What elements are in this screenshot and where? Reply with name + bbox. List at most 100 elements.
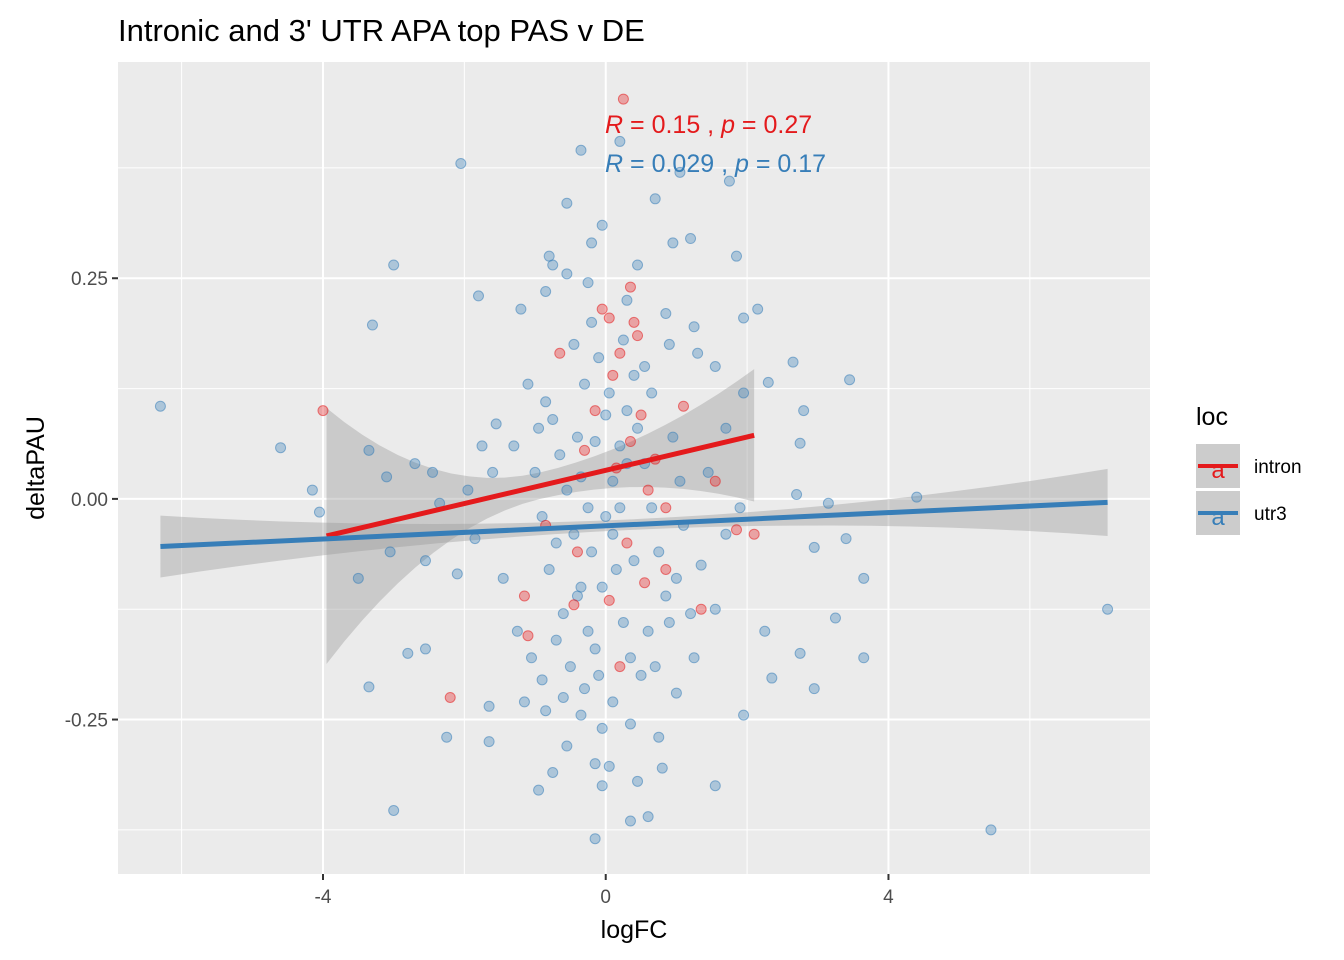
data-point-utr3 [985,824,997,836]
data-point-utr3 [646,387,658,399]
legend-entry-utr3: a utr3 [1196,491,1287,535]
data-point-utr3 [589,436,601,448]
data-point-utr3 [550,634,562,646]
data-point-intron [607,369,619,381]
x-axis-title: logFC [601,916,668,944]
data-point-utr3 [561,197,573,209]
data-point-utr3 [306,484,318,496]
data-point-utr3 [557,608,569,620]
y-tick-label: -0.25 [65,711,108,732]
data-point-utr3 [582,625,594,637]
data-point-utr3 [603,387,615,399]
data-point-utr3 [794,647,806,659]
data-point-utr3 [911,491,923,503]
data-point-utr3 [607,528,619,540]
y-axis: -0.25 0.00 0.25 [65,269,118,732]
data-point-utr3 [561,740,573,752]
data-point-utr3 [614,502,626,514]
data-point-utr3 [642,811,654,823]
data-point-utr3 [822,497,834,509]
data-point-utr3 [653,546,665,558]
data-point-utr3 [490,418,502,430]
data-point-utr3 [568,528,580,540]
data-point-utr3 [685,608,697,620]
data-point-utr3 [709,780,721,792]
data-point-utr3 [419,555,431,567]
data-point-utr3 [593,352,605,364]
data-point-utr3 [624,718,636,730]
data-point-utr3 [561,484,573,496]
data-point-utr3 [617,616,629,628]
legend-glyph-intron: a [1211,457,1225,484]
data-point-intron [639,577,651,589]
data-point-utr3 [674,475,686,487]
data-point-utr3 [621,294,633,306]
data-point-utr3 [607,696,619,708]
legend-title: loc [1196,403,1228,431]
data-point-utr3 [589,643,601,655]
data-point-utr3 [663,616,675,628]
data-point-utr3 [624,815,636,827]
data-point-intron [709,475,721,487]
data-point-utr3 [313,506,325,518]
data-point-utr3 [632,422,644,434]
data-point-utr3 [582,277,594,289]
data-point-utr3 [582,502,594,514]
data-point-utr3 [614,440,626,452]
data-point-utr3 [646,502,658,514]
data-point-utr3 [543,250,555,262]
intron-correlation-annotation: R = 0.15 , p = 0.27 [605,111,812,139]
data-point-utr3 [522,378,534,390]
data-point-utr3 [533,422,545,434]
y-tick-label: 0.25 [71,269,108,290]
data-point-utr3 [366,319,378,331]
data-point-utr3 [589,758,601,770]
data-point-utr3 [730,250,742,262]
data-point-utr3 [617,334,629,346]
data-point-utr3 [663,338,675,350]
data-point-utr3 [462,484,474,496]
data-point-intron [624,281,636,293]
data-point-intron [635,409,647,421]
data-point-intron [677,400,689,412]
data-point-utr3 [723,175,735,187]
data-point-utr3 [540,705,552,717]
data-point-utr3 [469,533,481,545]
data-point-utr3 [472,290,484,302]
data-point-utr3 [508,440,520,452]
data-point-utr3 [808,683,820,695]
data-point-utr3 [487,466,499,478]
data-point-utr3 [547,413,559,425]
data-point-utr3 [858,652,870,664]
data-point-utr3 [593,669,605,681]
data-point-utr3 [670,572,682,584]
data-point-utr3 [738,709,750,721]
data-point-utr3 [858,572,870,584]
data-point-utr3 [738,387,750,399]
data-point-utr3 [579,683,591,695]
y-axis-title: deltaPAU [22,416,50,520]
grid-minor [118,62,1150,874]
data-point-utr3 [752,303,764,315]
data-point-utr3 [518,696,530,708]
data-point-utr3 [352,572,364,584]
data-point-utr3 [363,444,375,456]
data-point-utr3 [695,559,707,571]
data-point-utr3 [766,672,778,684]
fit-line-intron [325,432,755,539]
data-point-utr3 [600,511,612,523]
data-point-intron [568,599,580,611]
data-point-utr3 [550,537,562,549]
data-point-utr3 [685,233,697,245]
data-point-utr3 [628,555,640,567]
data-point-utr3 [653,731,665,743]
data-point-utr3 [808,541,820,553]
data-point-utr3 [515,303,527,315]
data-point-intron [617,93,629,105]
data-point-utr3 [596,722,608,734]
data-point-intron [621,537,633,549]
data-point-intron [660,502,672,514]
data-point-utr3 [791,488,803,500]
fit-lines [160,432,1108,550]
